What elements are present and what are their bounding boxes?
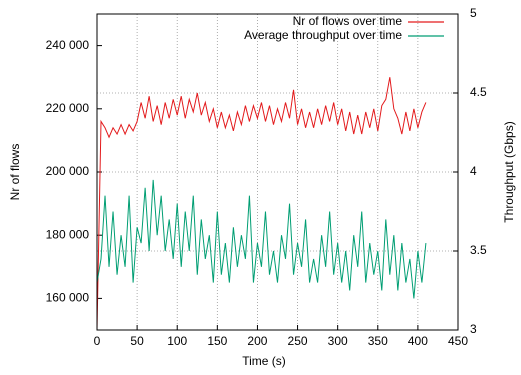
legend-label: Nr of flows over time: [293, 14, 403, 28]
y2-tick-label: 3: [470, 322, 477, 336]
y-tick-label: 220 000: [46, 101, 90, 115]
y2-tick-label: 4.5: [470, 85, 487, 99]
y2-tick-label: 3.5: [470, 243, 487, 257]
x-tick-label: 450: [448, 334, 468, 348]
y2-axis-label: Throughput (Gbps): [502, 121, 516, 222]
x-tick-label: 150: [207, 334, 227, 348]
y2-tick-label: 5: [470, 6, 477, 20]
x-axis-label: Time (s): [242, 354, 286, 368]
y-tick-label: 240 000: [46, 38, 90, 52]
series-line: [96, 77, 427, 331]
x-tick-label: 50: [130, 334, 144, 348]
y-tick-label: 160 000: [46, 291, 90, 305]
y-tick-label: 180 000: [46, 227, 90, 241]
series-line: [96, 179, 427, 299]
y-axis-label: Nr of flows: [8, 144, 22, 201]
y2-tick-label: 4: [470, 164, 477, 178]
x-tick-label: 350: [368, 334, 388, 348]
x-tick-label: 400: [408, 334, 428, 348]
plot-frame: [96, 13, 459, 331]
x-tick-label: 0: [94, 334, 101, 348]
x-tick-label: 100: [167, 334, 187, 348]
y-tick-label: 200 000: [46, 164, 90, 178]
x-tick-label: 200: [247, 334, 267, 348]
x-tick-label: 300: [328, 334, 348, 348]
x-tick-label: 250: [288, 334, 308, 348]
legend-label: Average throughput over time: [244, 28, 402, 42]
